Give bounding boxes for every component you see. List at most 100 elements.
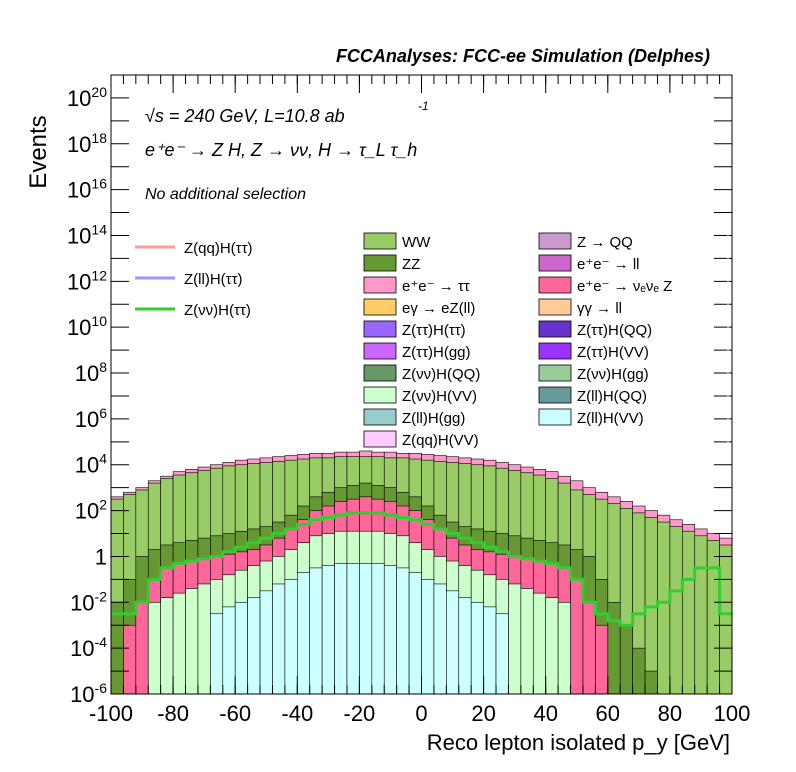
bin-llhvv	[396, 567, 410, 695]
legend-label: Z(ττ)H(ττ)	[402, 322, 466, 339]
bin-nunuz	[123, 624, 137, 695]
bin-ww	[669, 526, 683, 695]
x-tick-label: -60	[219, 701, 251, 726]
x-tick-label: -80	[157, 701, 189, 726]
process-annotation: e⁺e⁻ → Z H, Z → νν, H → τ_L τ_h	[145, 140, 417, 160]
x-tick-label: 100	[714, 701, 751, 726]
bin-llhvv	[371, 563, 385, 695]
legend-swatch	[363, 320, 397, 338]
y-axis: 10-6 10-4 10-2 1 102 104 106 108 1010 1012 1014 101…	[67, 74, 732, 707]
x-tick-label: 0	[415, 701, 427, 726]
legend-label: Z(ll)H(gg)	[402, 410, 465, 427]
bin-nunuz	[135, 601, 149, 695]
x-tick-label: 80	[658, 701, 682, 726]
bin-llhvv	[284, 579, 298, 695]
legend-swatch	[538, 386, 572, 404]
bin-llhvv	[495, 613, 509, 695]
legend-label: e⁺e⁻ → ll	[577, 256, 640, 273]
energy-annotation-exponent: -1	[418, 99, 429, 113]
legend-label-signal: Z(ll)H(ττ)	[184, 271, 243, 288]
legend-label-signal: Z(qq)H(ττ)	[184, 240, 253, 257]
bin-llhvv	[309, 567, 323, 695]
legend-swatch	[538, 364, 572, 382]
legend-label: e⁺e⁻ → ττ	[402, 278, 470, 295]
legend-label: Z(ll)H(QQ)	[577, 388, 647, 405]
bin-vvhvv	[197, 583, 211, 695]
legend-label: Z(qq)H(VV)	[402, 432, 479, 449]
bin-llhvv	[346, 563, 360, 695]
legend-label-signal: Z(νν)H(ττ)	[184, 302, 251, 319]
legend-swatch	[538, 342, 572, 360]
legend-swatch	[363, 232, 397, 250]
bin-vvhvv	[160, 597, 174, 695]
legend-swatch	[538, 276, 572, 294]
bin-llhvv	[247, 597, 261, 695]
y-tick-label: 1012	[67, 267, 107, 294]
x-tick-label: 60	[596, 701, 620, 726]
legend-swatch	[538, 298, 572, 316]
legend-swatch	[538, 320, 572, 338]
y-tick-label: 108	[75, 359, 107, 386]
y-tick-label: 1	[95, 544, 107, 569]
bin-llhvv	[458, 597, 472, 695]
y-axis-title: Events	[25, 115, 52, 188]
legend-label: e⁺e⁻ → νₑνₑ Z	[577, 278, 672, 295]
y-tick-label: 1014	[67, 221, 107, 248]
bin-llhvv	[334, 563, 348, 695]
legend-label: ZZ	[402, 256, 420, 273]
legend-label: Z(ττ)H(QQ)	[577, 322, 652, 339]
legend-swatch	[363, 298, 397, 316]
bin-zz	[632, 647, 646, 695]
legend-swatch	[363, 276, 397, 294]
y-tick-label: 10-4	[70, 634, 107, 661]
y-tick-label: 1018	[67, 130, 107, 157]
legend-box	[357, 229, 729, 451]
bin-vvhvv	[185, 588, 199, 695]
bin-vvhvv	[147, 601, 161, 695]
x-tick-label: -40	[281, 701, 313, 726]
bin-ww	[719, 544, 733, 695]
legend-label: eγ → eZ(ll)	[402, 300, 475, 317]
signal-line-vvhtt	[111, 511, 732, 627]
legend-swatch	[363, 386, 397, 404]
y-tick-label: 1016	[67, 176, 107, 203]
bin-zz	[644, 670, 658, 695]
y-tick-label: 10-2	[70, 588, 107, 615]
bin-vvhvv	[532, 592, 547, 695]
x-tick-label: 20	[471, 701, 495, 726]
legend-label: Z(ττ)H(gg)	[402, 344, 471, 361]
bin-ww	[694, 535, 708, 695]
legend-label: Z(ττ)H(VV)	[577, 344, 649, 361]
y-tick-label: 10-6	[70, 680, 107, 707]
bin-llhvv	[408, 572, 422, 695]
legend-label: Z → QQ	[577, 234, 633, 251]
bin-llhvv	[421, 579, 435, 695]
selection-annotation: No additional selection	[145, 186, 306, 203]
bin-nunuz	[570, 579, 584, 695]
x-axis-title: Reco lepton isolated p_y [GeV]	[427, 730, 730, 755]
y-tick-label: 1010	[67, 313, 107, 340]
legend-label: Z(νν)H(VV)	[402, 388, 477, 405]
bin-llhvv	[259, 590, 273, 695]
bin-nunuz	[582, 601, 596, 695]
bin-llhvv	[272, 583, 286, 695]
bin-vvhvv	[545, 597, 559, 695]
bin-llhvv	[383, 565, 397, 695]
legend-label: Z(νν)H(QQ)	[402, 366, 480, 383]
bin-llhvv	[222, 606, 236, 695]
x-tick-label: -20	[344, 701, 376, 726]
legend-label: γγ → ll	[577, 300, 622, 317]
y-tick-label: 102	[75, 497, 107, 524]
x-tick-label: 40	[533, 701, 557, 726]
x-tick-label: -100	[89, 701, 133, 726]
y-tick-label: 1020	[67, 84, 107, 111]
legend-swatch	[538, 254, 572, 272]
bin-ww	[682, 530, 696, 695]
chart-title: FCCAnalyses: FCC-ee Simulation (Delphes)	[336, 46, 710, 66]
bin-llhvv	[210, 613, 224, 695]
bin-llhvv	[470, 601, 484, 695]
bin-ww	[657, 521, 671, 695]
bin-llhvv	[359, 563, 373, 695]
legend-label: WW	[402, 234, 431, 251]
